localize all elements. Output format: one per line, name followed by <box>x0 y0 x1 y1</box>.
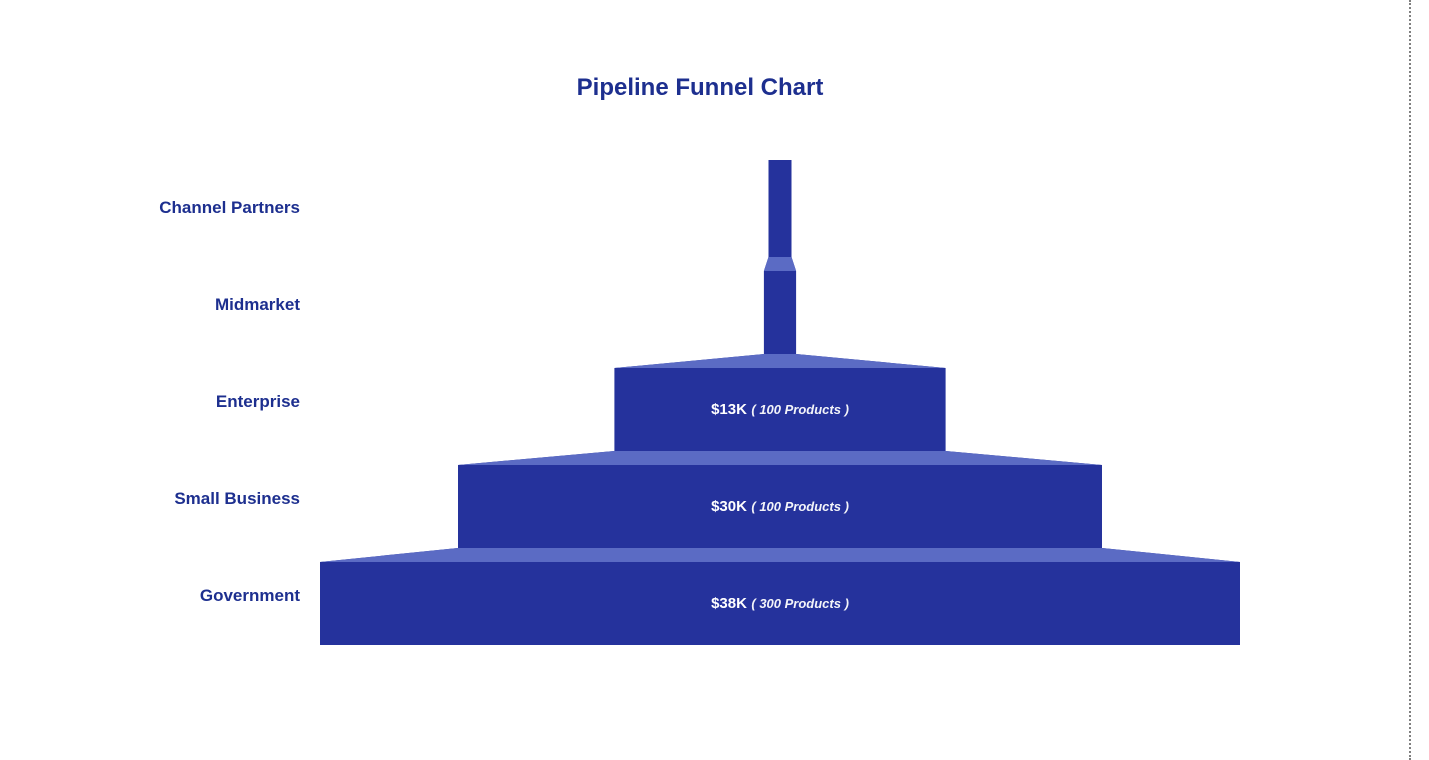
category-label: Midmarket <box>215 295 300 315</box>
category-label: Channel Partners <box>159 198 300 218</box>
segment-amount: $30K <box>711 498 747 515</box>
segment-value-label: $13K ( 100 Products ) <box>320 401 1240 419</box>
funnel-chart: Channel Partners Midmarket Enterprise Small… <box>0 160 1240 645</box>
segment-value-label: $38K ( 300 Products ) <box>320 595 1240 613</box>
segment-detail: ( 100 Products ) <box>751 499 849 514</box>
segment-amount: $38K <box>711 595 747 612</box>
segment-value-label: $30K ( 100 Products ) <box>320 498 1240 516</box>
chart-title: Pipeline Funnel Chart <box>0 74 1400 102</box>
segment-detail: ( 300 Products ) <box>751 596 849 611</box>
category-axis: Channel Partners Midmarket Enterprise Small… <box>0 160 300 645</box>
page: Pipeline Funnel Chart Channel Partners Mi… <box>0 0 1429 760</box>
category-label: Enterprise <box>216 392 300 412</box>
segment-labels-layer: $13K ( 100 Products )$30K ( 100 Products… <box>320 160 1240 645</box>
page-divider <box>1409 0 1411 760</box>
segment-amount: $13K <box>711 401 747 418</box>
segment-detail: ( 100 Products ) <box>751 402 849 417</box>
category-label: Government <box>200 586 300 606</box>
category-label: Small Business <box>174 489 300 509</box>
